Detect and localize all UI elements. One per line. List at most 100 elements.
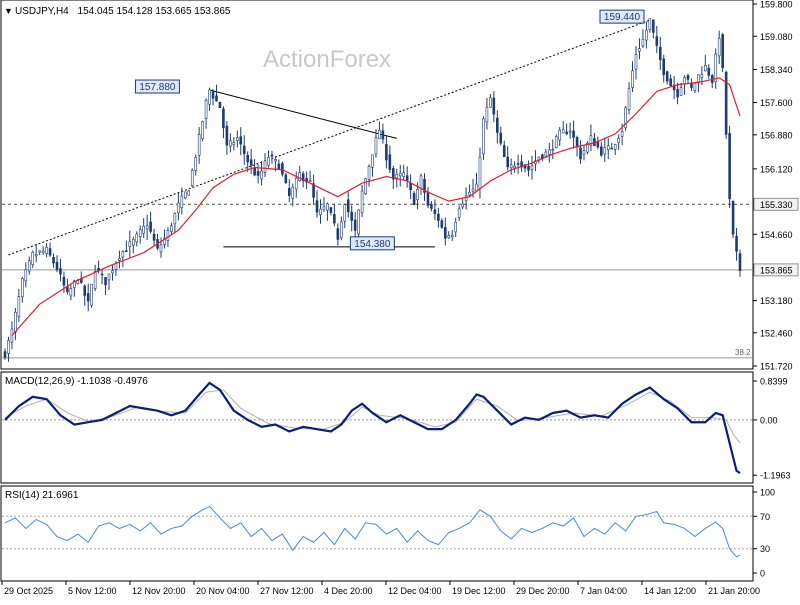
candle-body	[315, 200, 319, 213]
candle-body	[731, 200, 735, 235]
candle-body	[149, 221, 152, 232]
candle-body	[499, 132, 503, 144]
candle-body	[274, 159, 277, 162]
candle-body	[704, 65, 707, 72]
candle-body	[433, 209, 437, 214]
macd-tick-label: 0.00	[760, 415, 778, 425]
candle-body	[509, 164, 513, 169]
candle-body	[100, 273, 104, 276]
candle-body	[256, 171, 260, 176]
macd-tick-label: -1.1963	[760, 471, 791, 481]
candle-body	[27, 260, 31, 272]
candle-body	[308, 180, 312, 183]
candle-body	[378, 129, 381, 140]
candle-body	[530, 165, 534, 170]
candle-body	[246, 154, 249, 163]
candle-body	[83, 285, 87, 296]
price-label-box	[599, 9, 645, 24]
x-tick-label: 20 Nov 04:00	[196, 586, 250, 596]
candle-body	[655, 36, 659, 46]
x-tick-label: 14 Jan 12:00	[644, 586, 696, 596]
candle-body	[339, 221, 343, 239]
price-tick-label: 157.600	[760, 98, 793, 108]
candle-body	[430, 204, 433, 209]
rsi-tick-label: 70	[760, 512, 770, 522]
candle-body	[371, 154, 374, 168]
candle-body	[402, 172, 406, 178]
candle-body	[548, 149, 551, 155]
candle-body	[558, 129, 562, 141]
candle-body	[170, 225, 173, 232]
candle-body	[423, 178, 426, 193]
candle-body	[544, 151, 548, 157]
ohlc-values: 154.045 154.128 153.665 153.865	[78, 6, 231, 17]
candle-body	[142, 225, 145, 234]
rsi-tick-label: 100	[760, 488, 775, 498]
candle-body	[686, 75, 690, 80]
candle-body	[738, 253, 742, 271]
candle-body	[180, 195, 184, 209]
macd-panel-frame	[0, 371, 754, 484]
candle-body	[55, 261, 59, 270]
candle-body	[319, 208, 322, 216]
candle-body	[253, 167, 256, 176]
candle-body	[489, 97, 492, 108]
rsi-tick-label: 0	[760, 569, 765, 579]
rising-channel-line	[8, 19, 651, 256]
candle-body	[107, 273, 111, 281]
candle-body	[93, 271, 97, 289]
candle-body	[111, 270, 114, 274]
x-tick-label: 21 Jan 20:00	[708, 586, 760, 596]
candle-body	[294, 177, 298, 190]
candle-body	[281, 163, 284, 175]
rsi-title: RSI(14) 21.6961	[5, 490, 79, 501]
candle-body	[298, 172, 301, 181]
candle-body	[641, 39, 645, 47]
candle-body	[454, 221, 458, 233]
candle-body	[173, 213, 177, 225]
candle-body	[104, 277, 107, 286]
candle-body	[631, 70, 634, 88]
candle-body	[346, 199, 350, 213]
macd-tick-label: 0.8399	[760, 377, 788, 387]
candle-body	[728, 132, 731, 200]
candle-body	[700, 74, 704, 78]
candle-body	[617, 138, 620, 143]
candle-body	[312, 183, 315, 198]
candle-body	[183, 191, 187, 199]
candle-body	[239, 136, 243, 145]
candle-body	[163, 237, 166, 245]
candle-body	[159, 244, 163, 253]
price-label-159-440: 159.440	[604, 12, 641, 23]
candle-body	[263, 160, 267, 173]
rsi-tick-label: 30	[760, 544, 770, 554]
candle-body	[395, 174, 399, 179]
candle-body	[131, 239, 135, 246]
candle-body	[353, 219, 357, 231]
candle-body	[125, 250, 128, 252]
candle-body	[326, 203, 329, 211]
candle-body	[10, 328, 14, 343]
price-label-box	[349, 236, 395, 251]
candle-body	[360, 190, 364, 213]
rsi-layer: 100 70 30 0	[2, 488, 775, 579]
price-tick-label: 156.120	[760, 164, 793, 174]
candle-body	[447, 235, 451, 238]
candle-body	[412, 193, 416, 206]
axis-tag-box	[753, 263, 799, 277]
candle-body	[426, 192, 430, 206]
candle-body	[721, 34, 724, 69]
candle-body	[343, 204, 347, 222]
candle-body	[14, 311, 17, 333]
x-tick-label: 29 Oct 2025	[4, 586, 53, 596]
candle-body	[468, 191, 471, 196]
candle-body	[322, 206, 326, 211]
candle-body	[229, 140, 232, 147]
candle-body	[90, 283, 93, 306]
candle-body	[249, 159, 253, 166]
candle-body	[385, 144, 388, 161]
price-lines-layer	[2, 19, 752, 359]
candle-body	[392, 168, 395, 180]
candle-body	[565, 131, 568, 135]
price-label-157-880: 157.880	[139, 82, 176, 93]
